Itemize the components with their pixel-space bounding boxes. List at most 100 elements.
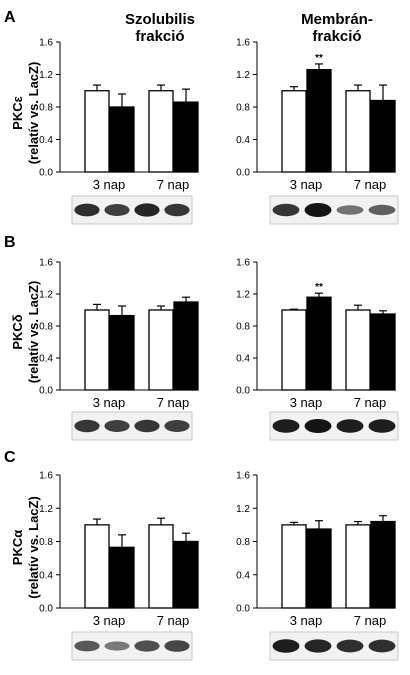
y-tick-label: 1.2 xyxy=(39,290,53,301)
blot-band xyxy=(104,204,130,216)
bar xyxy=(109,546,135,609)
y-tick-label: 0.4 xyxy=(236,135,250,146)
y-tick-label: 1.2 xyxy=(39,504,53,515)
bar xyxy=(345,524,371,609)
y-tick-label: 1.2 xyxy=(236,70,250,81)
blot-band xyxy=(164,203,190,217)
y-axis-label: PKCα(relatív vs. LacZ) xyxy=(10,496,41,599)
blot-band xyxy=(74,419,100,433)
panel-label: B xyxy=(4,234,16,251)
blot-band xyxy=(134,203,160,217)
y-tick-label: 1.6 xyxy=(236,258,250,269)
blot-band xyxy=(368,419,396,433)
blot-band xyxy=(304,639,332,653)
blot-band xyxy=(272,203,300,217)
category-label: 7 nap xyxy=(157,613,190,628)
category-label: 7 nap xyxy=(157,395,190,410)
y-tick-label: 0.4 xyxy=(236,354,250,365)
y-tick-label: 1.2 xyxy=(236,290,250,301)
bar xyxy=(109,314,135,391)
y-axis-label-line: PKCε xyxy=(10,96,25,130)
y-axis-label-line: (relatív vs. LacZ) xyxy=(26,496,41,599)
panel-label: C xyxy=(4,449,16,466)
y-tick-label: 0.8 xyxy=(39,322,53,333)
category-label: 7 nap xyxy=(354,177,387,192)
bar xyxy=(370,313,396,391)
y-tick-label: 0.4 xyxy=(39,354,53,365)
category-label: 3 nap xyxy=(93,613,126,628)
blot-band xyxy=(336,639,364,653)
blot-band xyxy=(134,640,160,652)
significance-marker: ** xyxy=(315,282,323,293)
bar xyxy=(84,90,110,173)
blot-band xyxy=(104,641,130,651)
category-label: 3 nap xyxy=(290,177,323,192)
category-label: 7 nap xyxy=(354,613,387,628)
y-tick-label: 0.8 xyxy=(236,103,250,114)
blot-band xyxy=(336,419,364,433)
y-axis-label-line: PKCα xyxy=(10,530,25,565)
y-axis-label-line: PKCδ xyxy=(10,314,25,349)
y-tick-label: 0.0 xyxy=(39,604,53,615)
bar xyxy=(173,301,199,391)
bar xyxy=(370,99,396,173)
category-label: 7 nap xyxy=(354,395,387,410)
bar xyxy=(281,524,307,609)
blot-band xyxy=(368,204,396,216)
bar xyxy=(109,106,135,173)
bar xyxy=(148,309,174,391)
blot-band xyxy=(304,203,332,217)
y-tick-label: 1.6 xyxy=(39,258,53,269)
panel-label: A xyxy=(4,9,16,26)
y-tick-label: 0.4 xyxy=(39,135,53,146)
bar xyxy=(345,309,371,391)
category-label: 3 nap xyxy=(93,395,126,410)
category-label: 3 nap xyxy=(290,613,323,628)
blot-band xyxy=(74,640,100,652)
bar xyxy=(173,101,199,173)
bar xyxy=(148,524,174,609)
bar xyxy=(281,309,307,391)
blot-band xyxy=(336,205,364,215)
bar xyxy=(306,528,332,609)
y-tick-label: 0.4 xyxy=(236,570,250,581)
y-tick-label: 1.6 xyxy=(39,471,53,482)
blot-band xyxy=(368,639,396,653)
blot-band xyxy=(104,420,130,432)
y-axis-label-line: (relatív vs. LacZ) xyxy=(26,281,41,384)
category-label: 7 nap xyxy=(157,177,190,192)
header-right-line1: Membrán- xyxy=(301,11,373,28)
y-axis-label: PKCε(relatív vs. LacZ) xyxy=(10,62,41,165)
blot-band xyxy=(134,419,160,433)
blot-band xyxy=(304,419,332,433)
y-tick-label: 1.2 xyxy=(236,504,250,515)
blot-band xyxy=(272,639,300,653)
bar xyxy=(281,90,307,173)
y-axis-label: PKCδ(relatív vs. LacZ) xyxy=(10,281,41,384)
bar xyxy=(345,90,371,173)
category-label: 3 nap xyxy=(93,177,126,192)
blot-band xyxy=(164,640,190,652)
y-tick-label: 1.6 xyxy=(39,38,53,49)
y-tick-label: 0.0 xyxy=(236,168,250,179)
header-left-line1: Szolubilis xyxy=(125,11,195,28)
header-right-line2: frakció xyxy=(312,28,361,45)
y-tick-label: 0.4 xyxy=(39,570,53,581)
y-tick-label: 1.2 xyxy=(39,70,53,81)
bar xyxy=(84,309,110,391)
y-tick-label: 1.6 xyxy=(236,38,250,49)
bar xyxy=(306,296,332,391)
bar xyxy=(84,524,110,609)
y-axis-label-line: (relatív vs. LacZ) xyxy=(26,62,41,165)
significance-marker: ** xyxy=(315,53,323,64)
y-tick-label: 0.0 xyxy=(236,604,250,615)
y-tick-label: 0.0 xyxy=(39,168,53,179)
header-left-line2: frakció xyxy=(135,28,184,45)
y-tick-label: 0.8 xyxy=(39,103,53,114)
category-label: 3 nap xyxy=(290,395,323,410)
blot-band xyxy=(164,420,190,432)
blot-band xyxy=(74,203,100,217)
blot-band xyxy=(272,419,300,433)
